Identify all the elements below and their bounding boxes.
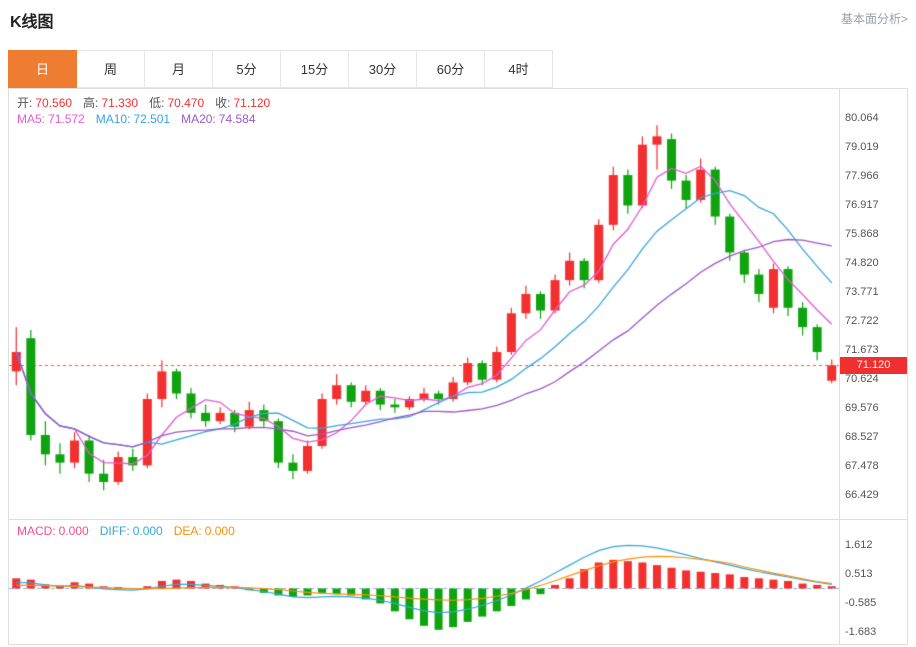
price-axis-label: 76.917 (845, 199, 879, 211)
tab-4时[interactable]: 4时 (484, 50, 553, 88)
tab-15分[interactable]: 15分 (280, 50, 349, 88)
macd-canvas[interactable] (9, 520, 839, 644)
legend-item: 低: 70.470 (149, 96, 205, 110)
fundamental-analysis-link[interactable]: 基本面分析> (840, 12, 908, 26)
price-axis-label: 66.429 (845, 489, 879, 501)
candlestick-canvas[interactable] (9, 89, 839, 519)
main-chart-pane: 开: 70.560 高: 71.330 低: 70.470 收: 71.120 MA5: 71.… (9, 89, 839, 519)
macd-axis-label: -1.683 (845, 626, 877, 638)
macd-axis-label: 0.513 (845, 568, 873, 580)
macd-axis: 1.612 0.513 -0.585 -1.683 (839, 520, 907, 644)
legend-item: 开: 70.560 (17, 96, 73, 110)
macd-pane: MACD: 0.000 DIFF: 0.000 DEA: 0.000 (9, 520, 839, 644)
tab-周[interactable]: 周 (76, 50, 145, 88)
tab-月[interactable]: 月 (144, 50, 213, 88)
macd-axis-label: 1.612 (845, 539, 873, 551)
macd-axis-label: -0.585 (845, 597, 877, 609)
legend-item: 高: 71.330 (83, 96, 139, 110)
price-axis-label: 70.624 (845, 373, 879, 385)
tab-30分[interactable]: 30分 (348, 50, 417, 88)
price-axis-label: 74.820 (845, 257, 879, 269)
price-axis-label: 72.722 (845, 315, 879, 327)
price-axis-label: 77.966 (845, 170, 879, 182)
price-axis-label: 69.576 (845, 402, 879, 414)
price-axis-label: 71.673 (845, 344, 879, 356)
chart-box: 开: 70.560 高: 71.330 低: 70.470 收: 71.120 MA5: 71.… (8, 88, 908, 645)
tab-日[interactable]: 日 (8, 50, 77, 88)
legend-item: MA5: 71.572 (17, 112, 85, 126)
price-axis-label: 75.868 (845, 228, 879, 240)
page-title: K线图 (10, 14, 54, 31)
tab-60分[interactable]: 60分 (416, 50, 485, 88)
legend-item: DEA: 0.000 (173, 524, 235, 538)
tab-5分[interactable]: 5分 (212, 50, 281, 88)
price-axis-label: 67.478 (845, 460, 879, 472)
legend-item: 收: 71.120 (215, 96, 271, 110)
header: K线图 基本面分析> (0, 0, 916, 44)
ma-legend: MA5: 71.572 MA10: 72.501 MA20: 74.584 (17, 112, 267, 126)
tab-bar: 日周月 5分 15分 30分 60分 4时 (8, 50, 553, 88)
price-axis-label: 73.771 (845, 286, 879, 298)
legend-item: MA20: 74.584 (181, 112, 256, 126)
price-axis-label: 68.527 (845, 431, 879, 443)
price-axis: 80.064 79.019 77.966 76.917 75.868 74.820 73.7… (839, 89, 907, 519)
price-axis-label: 79.019 (845, 141, 879, 153)
pane-divider (9, 519, 907, 520)
legend-item: DIFF: 0.000 (99, 524, 163, 538)
legend-item: MACD: 0.000 (17, 524, 89, 538)
price-axis-label: 80.064 (845, 112, 879, 124)
current-price-tag: 71.120 (840, 357, 907, 374)
macd-legend: MACD: 0.000 DIFF: 0.000 DEA: 0.000 (17, 524, 246, 538)
legend-item: MA10: 72.501 (95, 112, 171, 126)
ohlc-legend: 开: 70.560 高: 71.330 低: 70.470 收: 71.120 (17, 94, 281, 111)
